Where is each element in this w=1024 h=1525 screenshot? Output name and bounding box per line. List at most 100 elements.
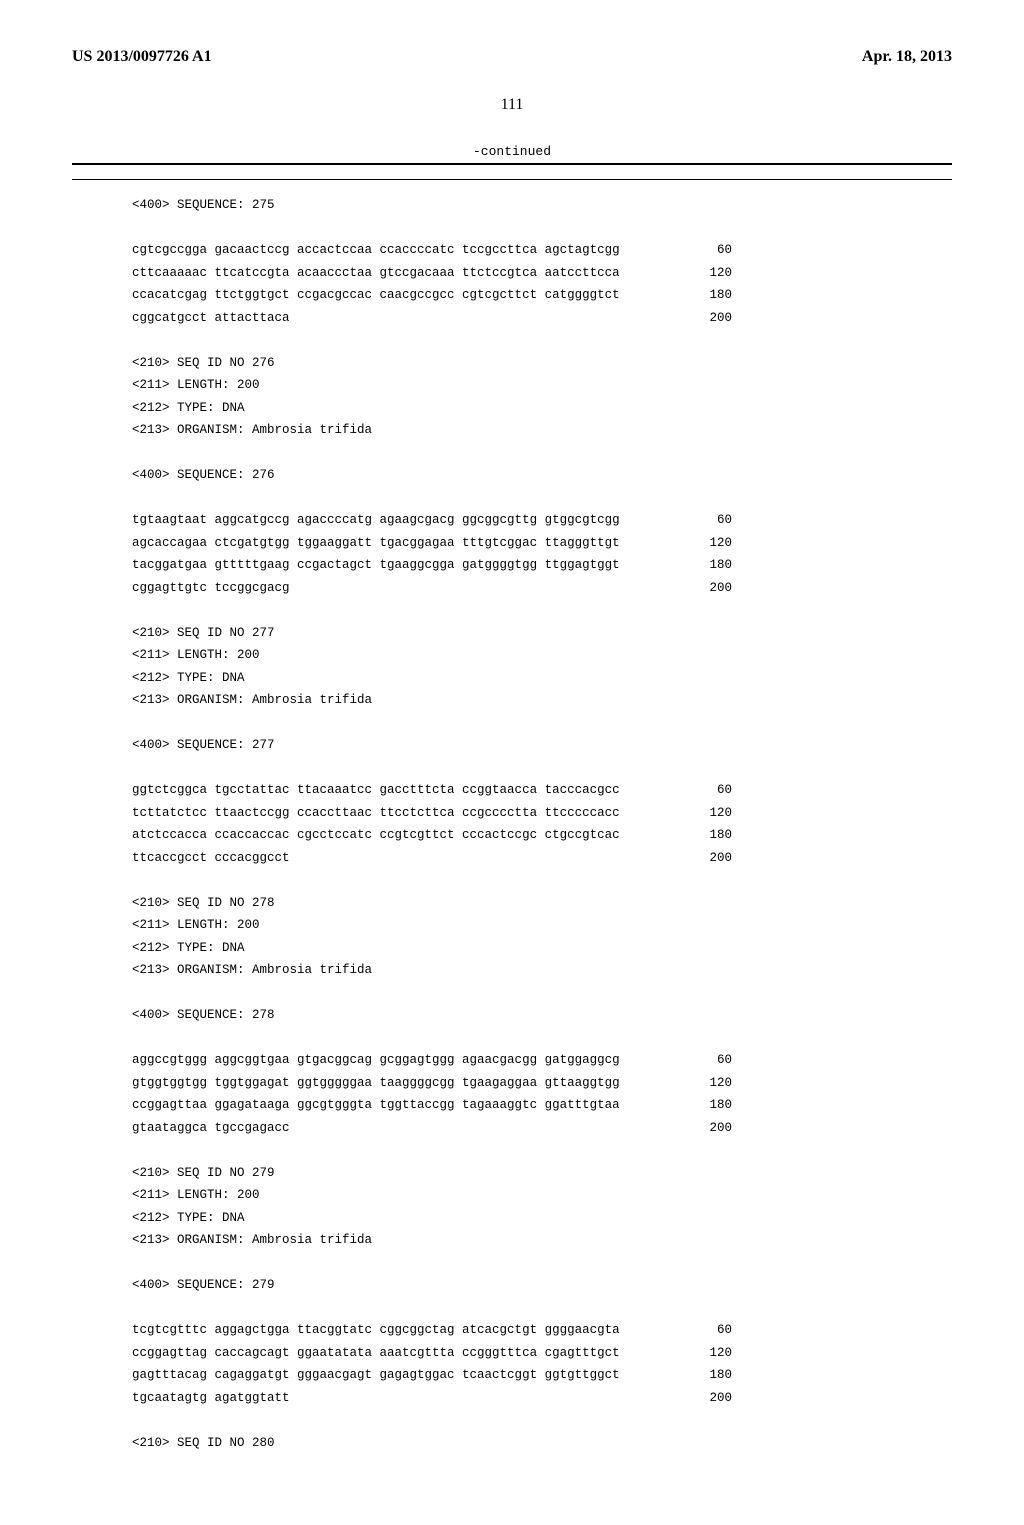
sequence-header-line: <400> SEQUENCE: 278 xyxy=(132,1004,952,1027)
sequence-text: atctccacca ccaccaccac cgcctccatc ccgtcgt… xyxy=(132,824,620,847)
sequence-position: 60 xyxy=(692,239,732,262)
document-number: US 2013/0097726 A1 xyxy=(72,48,212,66)
sequence-header-line: <400> SEQUENCE: 279 xyxy=(132,1274,952,1297)
blank-line xyxy=(132,487,952,510)
sequence-text: ttcaccgcct cccacggcct xyxy=(132,847,290,870)
sequence-position: 180 xyxy=(692,284,732,307)
sequence-text: tacggatgaa gtttttgaag ccgactagct tgaaggc… xyxy=(132,554,620,577)
sequence-text: ccggagttag caccagcagt ggaatatata aaatcgt… xyxy=(132,1342,620,1365)
sequence-position: 60 xyxy=(692,779,732,802)
sequence-position: 200 xyxy=(692,1117,732,1140)
sequence-header-line: <213> ORGANISM: Ambrosia trifida xyxy=(132,959,952,982)
page-number: 111 xyxy=(72,96,952,114)
sequence-row: gagtttacag cagaggatgt gggaacgagt gagagtg… xyxy=(132,1364,732,1387)
sequence-row: atctccacca ccaccaccac cgcctccatc ccgtcgt… xyxy=(132,824,732,847)
sequence-header-line: <400> SEQUENCE: 275 xyxy=(132,194,952,217)
sequence-position: 120 xyxy=(692,532,732,555)
sequence-text: agcaccagaa ctcgatgtgg tggaaggatt tgacgga… xyxy=(132,532,620,555)
blank-line xyxy=(132,599,952,622)
sequence-header-line: <212> TYPE: DNA xyxy=(132,937,952,960)
page-header: US 2013/0097726 A1 Apr. 18, 2013 xyxy=(72,48,952,66)
sequence-row: tcgtcgtttc aggagctgga ttacggtatc cggcggc… xyxy=(132,1319,732,1342)
sequence-text: gtggtggtgg tggtggagat ggtgggggaa taagggg… xyxy=(132,1072,620,1095)
blank-line xyxy=(132,869,952,892)
sequence-header-line: <213> ORGANISM: Ambrosia trifida xyxy=(132,689,952,712)
sequence-header-line: <211> LENGTH: 200 xyxy=(132,644,952,667)
sequence-row: tgcaatagtg agatggtatt 200 xyxy=(132,1387,732,1410)
sequence-text: cttcaaaaac ttcatccgta acaaccctaa gtccgac… xyxy=(132,262,620,285)
sequence-position: 120 xyxy=(692,1342,732,1365)
sequence-position: 180 xyxy=(692,1364,732,1387)
sequence-text: ggtctcggca tgcctattac ttacaaatcc gaccttt… xyxy=(132,779,620,802)
rule-top-thin xyxy=(72,179,952,180)
sequence-text: cgtcgccgga gacaactccg accactccaa ccacccc… xyxy=(132,239,620,262)
sequence-row: ccggagttag caccagcagt ggaatatata aaatcgt… xyxy=(132,1342,732,1365)
sequence-row: cgtcgccgga gacaactccg accactccaa ccacccc… xyxy=(132,239,732,262)
blank-line xyxy=(132,1297,952,1320)
sequence-position: 200 xyxy=(692,307,732,330)
sequence-header-line: <210> SEQ ID NO 280 xyxy=(132,1432,952,1455)
sequence-position: 60 xyxy=(692,509,732,532)
sequence-position: 180 xyxy=(692,824,732,847)
blank-line xyxy=(132,1409,952,1432)
sequence-row: cttcaaaaac ttcatccgta acaaccctaa gtccgac… xyxy=(132,262,732,285)
sequence-position: 180 xyxy=(692,554,732,577)
continued-label: -continued xyxy=(72,144,952,159)
sequence-text: tgcaatagtg agatggtatt xyxy=(132,1387,290,1410)
sequence-position: 200 xyxy=(692,847,732,870)
sequence-text: gtaataggca tgccgagacc xyxy=(132,1117,290,1140)
sequence-text: cggcatgcct attacttaca xyxy=(132,307,290,330)
sequence-header-line: <400> SEQUENCE: 276 xyxy=(132,464,952,487)
sequence-header-line: <211> LENGTH: 200 xyxy=(132,1184,952,1207)
sequence-header-line: <213> ORGANISM: Ambrosia trifida xyxy=(132,419,952,442)
sequence-header-line: <210> SEQ ID NO 278 xyxy=(132,892,952,915)
sequence-header-line: <400> SEQUENCE: 277 xyxy=(132,734,952,757)
blank-line xyxy=(132,329,952,352)
sequence-header-line: <211> LENGTH: 200 xyxy=(132,374,952,397)
sequence-row: tgtaagtaat aggcatgccg agaccccatg agaagcg… xyxy=(132,509,732,532)
sequence-header-line: <213> ORGANISM: Ambrosia trifida xyxy=(132,1229,952,1252)
rule-top-thick xyxy=(72,163,952,165)
blank-line xyxy=(132,757,952,780)
sequence-row: tcttatctcc ttaactccgg ccaccttaac ttcctct… xyxy=(132,802,732,825)
sequence-header-line: <210> SEQ ID NO 279 xyxy=(132,1162,952,1185)
sequence-text: ccggagttaa ggagataaga ggcgtgggta tggttac… xyxy=(132,1094,620,1117)
sequence-header-line xyxy=(132,1252,952,1275)
sequence-text: tgtaagtaat aggcatgccg agaccccatg agaagcg… xyxy=(132,509,620,532)
sequence-header-line xyxy=(132,982,952,1005)
sequence-header-line: <212> TYPE: DNA xyxy=(132,667,952,690)
sequence-row: agcaccagaa ctcgatgtgg tggaaggatt tgacgga… xyxy=(132,532,732,555)
sequence-header-line xyxy=(132,712,952,735)
sequence-header-line: <210> SEQ ID NO 277 xyxy=(132,622,952,645)
sequence-listing: <400> SEQUENCE: 275 cgtcgccgga gacaactcc… xyxy=(132,194,952,1477)
sequence-row: ggtctcggca tgcctattac ttacaaatcc gaccttt… xyxy=(132,779,732,802)
sequence-header-line: <212> TYPE: DNA xyxy=(132,397,952,420)
sequence-row: ttcaccgcct cccacggcct 200 xyxy=(132,847,732,870)
sequence-text: ccacatcgag ttctggtgct ccgacgccac caacgcc… xyxy=(132,284,620,307)
sequence-header-line: <211> LENGTH: 200 xyxy=(132,914,952,937)
sequence-position: 200 xyxy=(692,1387,732,1410)
sequence-row: gtggtggtgg tggtggagat ggtgggggaa taagggg… xyxy=(132,1072,732,1095)
page-container: US 2013/0097726 A1 Apr. 18, 2013 111 -co… xyxy=(0,0,1024,1525)
sequence-row: ccggagttaa ggagataaga ggcgtgggta tggttac… xyxy=(132,1094,732,1117)
sequence-position: 200 xyxy=(692,577,732,600)
blank-line xyxy=(132,1139,952,1162)
sequence-text: cggagttgtc tccggcgacg xyxy=(132,577,290,600)
sequence-row: cggagttgtc tccggcgacg 200 xyxy=(132,577,732,600)
sequence-row: ccacatcgag ttctggtgct ccgacgccac caacgcc… xyxy=(132,284,732,307)
sequence-header-line: <210> SEQ ID NO 276 xyxy=(132,352,952,375)
sequence-position: 60 xyxy=(692,1319,732,1342)
sequence-position: 120 xyxy=(692,1072,732,1095)
sequence-row: aggccgtggg aggcggtgaa gtgacggcag gcggagt… xyxy=(132,1049,732,1072)
blank-line xyxy=(132,217,952,240)
sequence-position: 120 xyxy=(692,802,732,825)
sequence-position: 180 xyxy=(692,1094,732,1117)
publication-date: Apr. 18, 2013 xyxy=(862,48,952,66)
blank-line xyxy=(132,1454,952,1477)
sequence-text: gagtttacag cagaggatgt gggaacgagt gagagtg… xyxy=(132,1364,620,1387)
blank-line xyxy=(132,1027,952,1050)
sequence-text: tcttatctcc ttaactccgg ccaccttaac ttcctct… xyxy=(132,802,620,825)
sequence-text: tcgtcgtttc aggagctgga ttacggtatc cggcggc… xyxy=(132,1319,620,1342)
sequence-row: tacggatgaa gtttttgaag ccgactagct tgaaggc… xyxy=(132,554,732,577)
sequence-header-line xyxy=(132,442,952,465)
